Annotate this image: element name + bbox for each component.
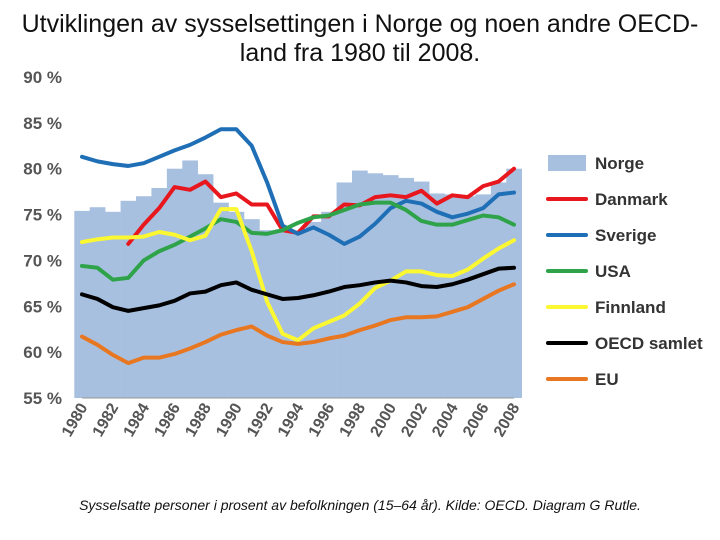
bar-series-norge [74,160,523,398]
line-eu [80,282,516,366]
line-sverige [80,127,516,246]
x-tick-label: 1996 [306,400,339,439]
bar-norge-1981 [89,207,106,398]
chart-title: Utviklingen av sysselsettingen i Norge o… [21,10,699,67]
legend-label-norge: Norge [595,154,644,173]
bar-norge-1993 [274,229,291,398]
bar-norge-1995 [305,221,322,398]
x-tick-label: 1982 [90,400,123,439]
bar-norge-2000 [382,175,399,398]
bar-norge-1992 [259,230,276,398]
x-tick-label: 1986 [152,400,185,439]
bar-norge-1987 [182,160,199,398]
x-tick-label: 2006 [460,400,493,439]
x-tick-label: 2004 [429,400,462,439]
legend-label-eu: EU [595,370,619,389]
bar-norge-1989 [213,202,229,398]
bar-norge-1996 [321,211,337,398]
bar-norge-1980 [74,210,91,398]
y-tick-label: 90 % [23,68,62,87]
y-tick-label: 70 % [23,251,62,270]
bar-norge-1984 [136,196,152,398]
y-tick-label: 80 % [23,160,62,179]
x-axis: 1980198219841986198819901992199419961998… [59,400,524,439]
line-oecd-samlet [80,265,516,313]
line-series-group [80,127,516,366]
bar-norge-1986 [166,168,183,398]
x-tick-label: 1988 [182,400,215,439]
bar-norge-2006 [475,194,492,398]
line-finnland [80,207,516,343]
x-tick-label: 2008 [491,400,524,439]
y-axis: 90 % 85 % 80 % 75 % 70 % 65 % 60 % 55 % [23,68,514,408]
legend-label-finnland: Finnland [595,298,666,317]
legend-label-sverige: Sverige [595,226,656,245]
x-tick-label: 1980 [59,400,92,439]
bar-norge-1994 [290,231,307,398]
y-tick-label: 65 % [23,297,62,316]
x-tick-label: 1984 [121,400,154,439]
bar-norge-2004 [444,194,461,398]
bar-norge-1997 [336,182,353,398]
line-usa [80,200,516,282]
bar-norge-2005 [460,196,476,398]
bar-norge-1988 [197,174,214,398]
bar-norge-2002 [413,181,430,398]
legend: Norge Danmark Sverige USA Finnland OECD samle… [546,154,703,389]
chart-canvas: 90 %85 %80 %75 %70 %65 %60 %55 % 1980198… [23,68,703,440]
x-tick-label: 1998 [337,400,370,439]
bar-norge-1985 [151,187,168,398]
x-tick-label: 1990 [213,400,246,439]
x-tick-label: 2000 [368,400,401,439]
x-tick-label: 2002 [398,400,431,439]
y-tick-label: 55 % [23,389,62,408]
bar-norge-2003 [429,193,445,398]
legend-label-danmark: Danmark [595,190,668,209]
y-tick-label: 75 % [23,206,62,225]
bar-norge-2001 [398,177,415,398]
legend-label-oecd-samlet: OECD samlet [595,334,703,353]
y-tick-label: 60 % [23,343,62,362]
x-tick-label: 1994 [275,400,308,439]
y-tick-label: 85 % [23,114,62,133]
bar-norge-1990 [228,211,245,398]
legend-label-usa: USA [595,262,631,281]
x-tick-label: 1992 [244,400,277,439]
legend-swatch-norge [548,155,586,171]
bar-norge-1983 [120,200,137,398]
chart-caption: Sysselsatte personer i prosent av befolk… [79,497,641,513]
